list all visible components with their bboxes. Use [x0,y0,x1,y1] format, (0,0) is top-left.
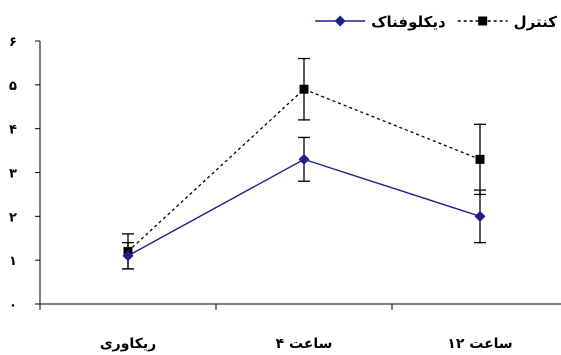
legend-label: کنترل [514,13,558,31]
data-point [474,210,486,222]
y-tick-label: ۰ [9,298,17,313]
data-point [298,153,310,165]
data-point [475,154,485,164]
legend: کنترل دیکلوفناک [315,13,557,31]
y-tick-label: ۵ [9,79,17,94]
data-point [122,250,134,262]
y-tick-label: ۳ [9,167,17,182]
data-point [299,84,309,94]
y-tick-label: ۲ [9,210,17,225]
y-tick-label: ۶ [9,35,17,50]
x-tick-label: ساعت ۴ [276,336,333,352]
series-1 [122,136,486,270]
y-tick-label: ۴ [9,123,17,138]
axes: ۰ ۱ ۲ ۳ ۴ ۵ ۶ ریکاوری ساعت ۴ ساعت ۱۲ [9,35,561,352]
legend-label: دیکلوفناک [371,13,446,31]
series-layer [122,57,486,270]
x-tick-label: ریکاوری [100,336,156,352]
legend-marker [478,16,488,26]
legend-marker [334,15,346,27]
series-line [127,88,481,252]
legend-item: کنترل [457,13,558,31]
y-tick-label: ۱ [9,254,17,269]
x-tick-label: ساعت ۱۲ [447,336,512,352]
legend-item: دیکلوفناک [315,13,446,31]
